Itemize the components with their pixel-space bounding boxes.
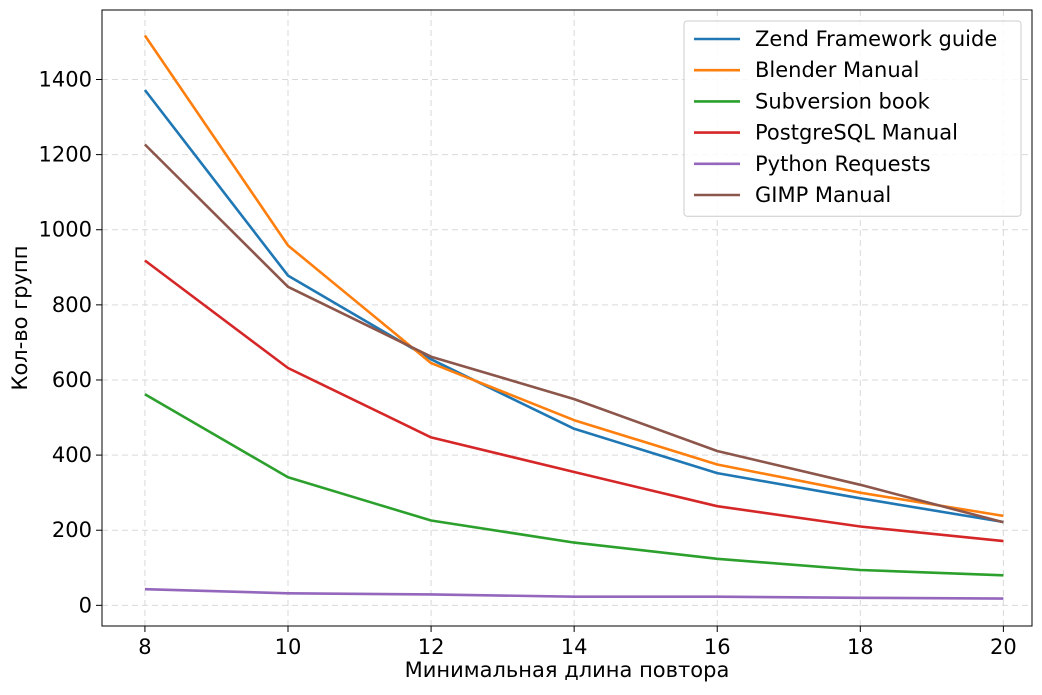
series-line-1: [143, 89, 1004, 524]
y-tick-label: 1200: [39, 143, 92, 167]
legend-label: Subversion book: [755, 89, 931, 113]
series-line-6: [143, 143, 1004, 524]
plot-frame: [101, 9, 1033, 627]
y-tick-label: 800: [52, 293, 92, 317]
legend: Zend Framework guide Blender Manual Subver…: [683, 20, 1022, 217]
legend-label: Zend Framework guide: [755, 27, 997, 51]
y-axis-label: Кол-во групп: [8, 246, 32, 391]
y-tick-label: 0: [79, 593, 92, 617]
series-line-2: [143, 34, 1004, 518]
series-line-5: [144, 587, 1004, 600]
y-tick-label: 400: [52, 443, 92, 467]
x-tick-label: 12: [418, 635, 445, 659]
x-tick-label: 10: [275, 635, 302, 659]
x-tick-label: 18: [847, 635, 874, 659]
x-axis-ticks: 8 10 12 14 16 18 20: [138, 626, 1017, 659]
legend-label: PostgreSQL Manual: [755, 121, 958, 145]
y-tick-label: 200: [52, 518, 92, 542]
y-axis-ticks: 0 200 400 600 800 1000 1200 1400: [39, 67, 102, 617]
series-line-3: [144, 393, 1004, 577]
y-tick-label: 1400: [39, 67, 92, 91]
x-tick-label: 16: [704, 635, 731, 659]
y-tick-label: 600: [52, 368, 92, 392]
series-lines: [143, 34, 1004, 600]
x-tick-label: 20: [990, 635, 1017, 659]
x-tick-label: 8: [138, 635, 151, 659]
x-axis-label: Минимальная длина повтора: [405, 658, 730, 682]
legend-label: Python Requests: [755, 152, 931, 176]
legend-label: Blender Manual: [755, 58, 919, 82]
legend-box: [683, 20, 1022, 217]
y-tick-label: 1000: [39, 218, 92, 242]
series-line-4: [144, 259, 1004, 543]
x-tick-label: 14: [561, 635, 588, 659]
legend-label: GIMP Manual: [755, 183, 891, 207]
